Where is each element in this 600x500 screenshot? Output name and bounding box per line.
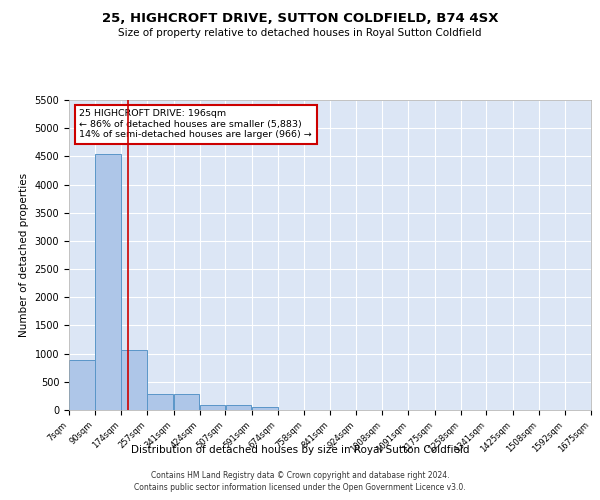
- Bar: [226, 406, 251, 410]
- Text: 25 HIGHCROFT DRIVE: 196sqm
← 86% of detached houses are smaller (5,883)
14% of s: 25 HIGHCROFT DRIVE: 196sqm ← 86% of deta…: [79, 110, 312, 139]
- Text: Contains HM Land Registry data © Crown copyright and database right 2024.: Contains HM Land Registry data © Crown c…: [151, 471, 449, 480]
- Bar: [69, 360, 95, 410]
- Y-axis label: Number of detached properties: Number of detached properties: [19, 173, 29, 337]
- Text: 25, HIGHCROFT DRIVE, SUTTON COLDFIELD, B74 4SX: 25, HIGHCROFT DRIVE, SUTTON COLDFIELD, B…: [102, 12, 498, 26]
- Bar: [121, 350, 147, 410]
- Bar: [148, 394, 173, 410]
- Text: Distribution of detached houses by size in Royal Sutton Coldfield: Distribution of detached houses by size …: [131, 445, 469, 455]
- Bar: [252, 407, 278, 410]
- Text: Contains public sector information licensed under the Open Government Licence v3: Contains public sector information licen…: [134, 484, 466, 492]
- Bar: [200, 406, 226, 410]
- Bar: [173, 394, 199, 410]
- Bar: [95, 154, 121, 410]
- Text: Size of property relative to detached houses in Royal Sutton Coldfield: Size of property relative to detached ho…: [118, 28, 482, 38]
